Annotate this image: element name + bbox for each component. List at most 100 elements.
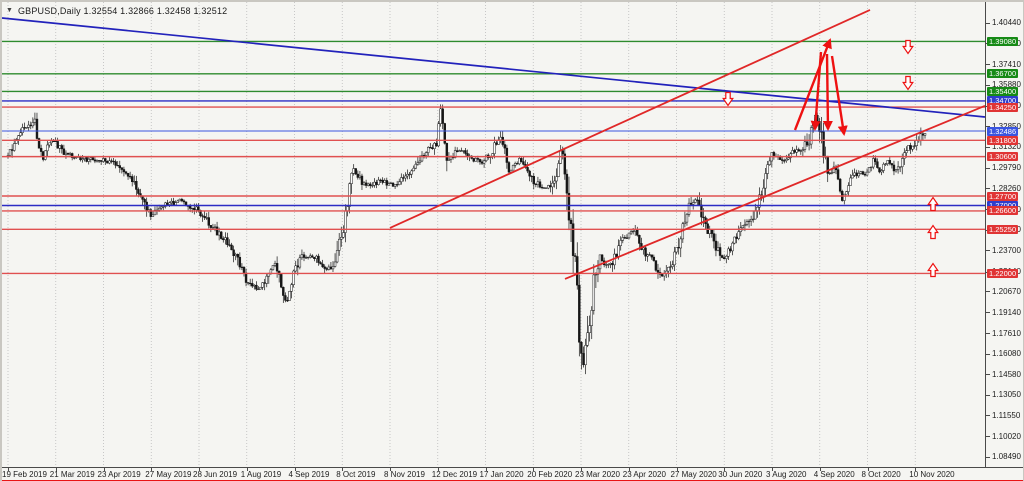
signal-arrow-up-icon[interactable] [927, 262, 939, 278]
candle-body [68, 153, 72, 155]
candle-body [809, 127, 813, 145]
candle-body [116, 165, 119, 167]
candle-body [385, 180, 389, 186]
candle-body [795, 149, 798, 153]
candle-body [600, 254, 604, 262]
date-tick-label: 10 Nov 2020 [909, 470, 955, 479]
candle-body [898, 166, 902, 168]
price-tick-mark [986, 353, 990, 355]
candle-body [25, 127, 28, 129]
candle-body [743, 224, 747, 226]
candle-body [710, 229, 713, 234]
candle-body [420, 154, 424, 162]
candle-body [636, 229, 639, 236]
candle-body [137, 189, 140, 194]
candle-body [696, 199, 699, 201]
drawn-arrow-projection-down-2[interactable] [822, 53, 833, 132]
candle-body [153, 209, 157, 216]
candle-body [246, 282, 250, 284]
candle-body [62, 148, 66, 155]
trendline-ascending-channel-lower[interactable] [564, 105, 985, 280]
candle-body [596, 268, 600, 275]
drawn-arrow-projection-down-3[interactable] [830, 55, 848, 136]
signal-arrow-down-icon[interactable] [902, 39, 914, 55]
candle-body [228, 244, 231, 246]
candle-body [135, 181, 138, 190]
candle-body [464, 150, 467, 154]
candle-body [58, 145, 61, 149]
date-tick-label: 1 Aug 2019 [240, 470, 282, 479]
candle-body [758, 194, 761, 208]
candle-body [13, 143, 16, 151]
candle-body [371, 185, 374, 187]
candle-body [315, 255, 318, 259]
price-tick-label: 1.23700 [992, 245, 1021, 255]
candle-body [358, 175, 362, 178]
candle-body [284, 295, 287, 301]
candle-body [50, 140, 53, 144]
candle-body [340, 236, 343, 240]
candle-body [462, 150, 465, 152]
candle-body [780, 159, 784, 161]
candle-body [257, 288, 260, 291]
candle-body [151, 214, 155, 217]
candle-body [766, 164, 769, 174]
candle-body [302, 254, 306, 258]
candle-body [735, 236, 738, 239]
candle-body [828, 172, 831, 174]
candle-body [10, 149, 14, 151]
candle-body [348, 183, 351, 207]
candle-body [605, 264, 608, 266]
candle-body [319, 262, 322, 265]
candle-body [745, 221, 749, 225]
candle-body [443, 123, 446, 144]
date-tick-label: 30 Jun 2020 [718, 470, 763, 479]
candle-body [217, 231, 221, 236]
candle-body [654, 260, 658, 271]
signal-arrow-down-icon[interactable] [902, 75, 914, 91]
candle-body [747, 220, 751, 223]
candlestick-chart[interactable] [2, 2, 985, 467]
candle-body [650, 254, 653, 258]
candle-body [391, 182, 395, 187]
candle-body [120, 167, 124, 170]
date-axis[interactable]: 19 Feb 2019 21 Mar 2019 23 Apr 2019 27 May … [2, 468, 1023, 481]
price-tick-mark [986, 374, 990, 376]
candle-body [64, 152, 68, 155]
candle-body [547, 185, 550, 189]
candle-body [886, 160, 889, 165]
candle-body [882, 163, 885, 171]
signal-arrow-up-icon[interactable] [927, 196, 939, 212]
signal-arrow-down-icon[interactable] [722, 91, 734, 107]
date-tick-mark [390, 468, 391, 471]
date-tick-label: 8 Oct 2020 [861, 470, 901, 479]
candle-body [126, 173, 130, 177]
signal-arrow-up-icon[interactable] [927, 224, 939, 240]
trendline-descending-resistance[interactable] [2, 17, 985, 118]
price-tick-label: 1.19140 [992, 307, 1021, 317]
candle-body [168, 202, 171, 205]
drawn-arrow-projection-up[interactable] [793, 38, 832, 131]
candle-body [838, 178, 842, 192]
candle-body [290, 284, 293, 292]
candle-body [201, 215, 204, 217]
candle-body [406, 174, 409, 177]
candle-body [551, 182, 554, 188]
candle-body [188, 205, 192, 209]
candle-body [673, 251, 676, 266]
candle-body [83, 157, 86, 159]
candle-body [729, 248, 732, 252]
candle-body [708, 229, 711, 234]
price-tick-label: 1.16080 [992, 349, 1021, 359]
candle-body [37, 138, 41, 149]
trendline-ascending-channel-upper[interactable] [389, 9, 871, 229]
drawn-arrow-projection-down-1[interactable] [810, 51, 823, 132]
date-tick-label: 27 May 2019 [145, 470, 192, 479]
candle-body [236, 254, 239, 258]
symbol-dropdown-icon[interactable]: ▼ [6, 7, 13, 14]
candle-body [342, 232, 345, 238]
candle-body [484, 154, 488, 162]
candle-body [338, 238, 341, 251]
price-axis[interactable]: 1.404401.389401.374101.358801.343501.328… [986, 2, 1023, 467]
candle-body [720, 255, 724, 258]
